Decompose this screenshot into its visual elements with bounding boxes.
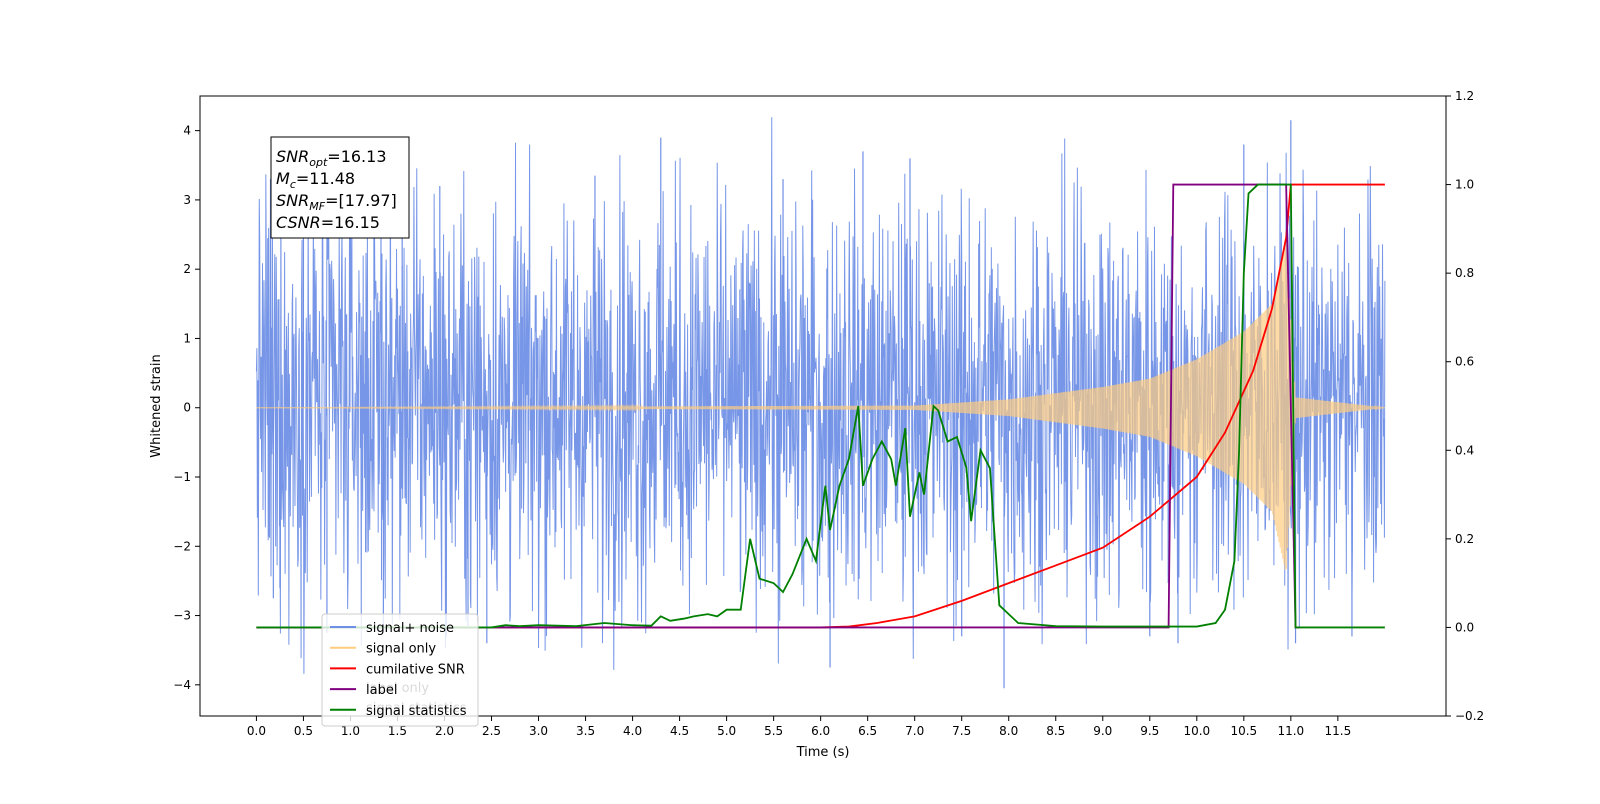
x-tick-label: 8.0: [999, 724, 1018, 738]
x-axis-label: Time (s): [796, 745, 850, 760]
y2-tick-label: −0.2: [1455, 709, 1484, 723]
series-signal-noise-line: [255, 117, 1386, 674]
x-tick-label: 9.5: [1140, 724, 1159, 738]
x-tick-label: 10.0: [1183, 724, 1210, 738]
x-tick-label: 1.5: [388, 724, 407, 738]
y-tick-label: 1: [183, 331, 191, 345]
plot-data-layer: [255, 117, 1386, 689]
y-tick-label: −3: [173, 609, 191, 623]
annotation-subscript: opt: [309, 156, 328, 169]
x-tick-label: 0.0: [247, 724, 266, 738]
x-tick-label: 3.0: [529, 724, 548, 738]
x-tick-label: 6.0: [811, 724, 830, 738]
series-signal-only-line: [256, 242, 1385, 570]
annotation-value: =16.15: [321, 213, 380, 232]
annotation-value: =16.13: [327, 147, 386, 166]
x-tick-label: 7.0: [905, 724, 924, 738]
annotation-subscript: MF: [309, 200, 325, 213]
y-tick-label: 0: [183, 401, 191, 415]
annotation-symbol: CSNR: [276, 213, 321, 232]
x-tick-label: 11.0: [1277, 724, 1304, 738]
legend-frame: [321, 613, 479, 727]
y-axis-label: Whitened strain: [149, 354, 164, 457]
y2-tick-label: 0.4: [1455, 443, 1474, 457]
series-signal-statistics-line: [256, 183, 1385, 629]
y2-tick-label: 1.0: [1455, 178, 1474, 192]
x-tick-label: 0.5: [294, 724, 313, 738]
legend-item-label: label: [366, 683, 397, 698]
x-tick-label: 4.5: [670, 724, 689, 738]
x-tick-label: 1.0: [341, 724, 360, 738]
legend[interactable]: label only signal statistics signal+ noise…: [321, 613, 479, 727]
x-tick-label: 2.0: [435, 724, 454, 738]
legend-ghost-text: label only: [366, 681, 429, 696]
x-tick-label: 5.5: [764, 724, 783, 738]
x-tick-label: 4.0: [623, 724, 642, 738]
y2-tick-label: 0.2: [1455, 532, 1474, 546]
x-tick-label: 5.0: [717, 724, 736, 738]
x-tick-label: 3.5: [576, 724, 595, 738]
legend-ghost-text: signal statistics: [366, 701, 467, 716]
annotation-symbol: M: [276, 169, 290, 188]
annotation-value: =11.48: [296, 169, 355, 188]
annotation-value: =[17.97]: [325, 191, 397, 210]
annotation-symbol: SNR: [276, 147, 309, 166]
y-tick-label: −2: [173, 539, 191, 553]
axes-layer: 0.0 0.5 1.0 1.5 2.0 2.5 3.0 3.5 4.0 4.5 5.0 5.5 6.0 6…: [149, 89, 1484, 760]
annotation-box-frame: [270, 136, 410, 239]
legend-item-label: signal only: [366, 642, 436, 657]
y-tick-label: −1: [173, 470, 191, 484]
y2-tick-label: 1.2: [1455, 89, 1474, 103]
x-tick-label: 10.5: [1230, 724, 1257, 738]
y-tick-label: −4: [173, 678, 191, 692]
y2-tick-label: 0.6: [1455, 355, 1474, 369]
annotation-line: Mc=11.48: [276, 169, 355, 191]
x-tick-label: 2.5: [482, 724, 501, 738]
annotation-line: SNRopt=16.13: [276, 147, 387, 169]
x-tick-label: 7.5: [952, 724, 971, 738]
x-tick-label: 9.0: [1093, 724, 1112, 738]
y-tick-label: 4: [183, 124, 191, 138]
y-tick-label: 3: [183, 193, 191, 207]
annotation-box: SNRopt=16.13Mc=11.48SNRMF=[17.97]CSNR=16…: [270, 136, 410, 239]
legend-item-label: signal+ noise: [366, 621, 454, 636]
y2-tick-label: 0.8: [1455, 266, 1474, 280]
y2-tick-label: 0.0: [1455, 620, 1474, 634]
annotation-subscript: c: [290, 178, 296, 191]
x-tick-label: 6.5: [858, 724, 877, 738]
annotation-line: SNRMF=[17.97]: [276, 191, 397, 213]
legend-item-label: signal statistics: [366, 704, 467, 719]
annotation-symbol: SNR: [276, 191, 309, 210]
plot-frame: [199, 95, 1447, 717]
x-tick-label: 8.5: [1046, 724, 1065, 738]
y-tick-label: 2: [183, 262, 191, 276]
x-tick-label: 11.5: [1324, 724, 1351, 738]
annotation-line: CSNR=16.15: [276, 213, 380, 232]
legend-item-label: cumilative SNR: [366, 662, 465, 677]
